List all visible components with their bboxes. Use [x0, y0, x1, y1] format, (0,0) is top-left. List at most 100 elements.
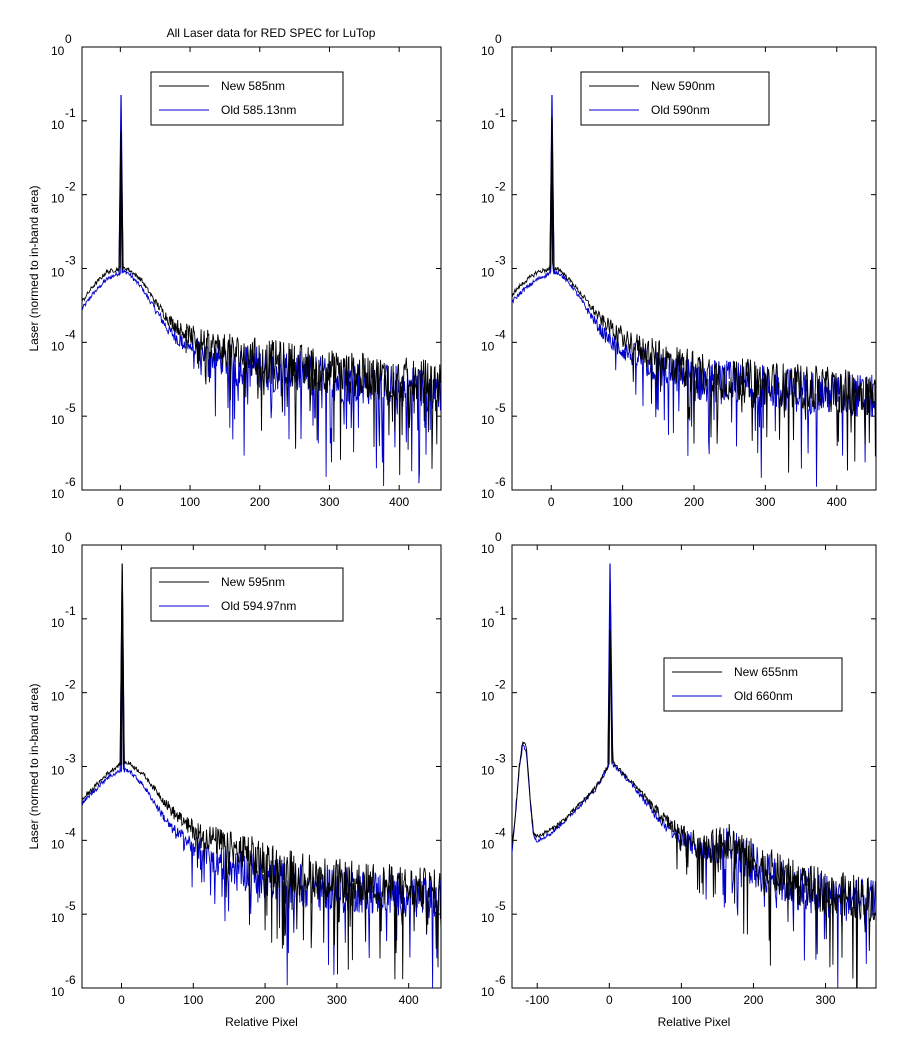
y-axis-label: Laser (normed to in-band area): [27, 683, 41, 849]
legend-label: New 585nm: [221, 79, 285, 93]
y-tick-label-base: 10: [51, 266, 65, 280]
legend-label: Old 585.13nm: [221, 103, 296, 117]
y-tick-label-exponent: -4: [495, 825, 506, 839]
y-tick-label-base: 10: [51, 192, 65, 206]
x-tick-label: 200: [250, 495, 270, 509]
y-tick-label-base: 10: [51, 118, 65, 132]
x-tick-label: 200: [743, 993, 763, 1007]
x-tick-label: 100: [671, 993, 691, 1007]
y-tick-label-exponent: -4: [495, 327, 506, 341]
y-tick-label-base: 10: [51, 413, 65, 427]
y-tick-label-base: 10: [51, 690, 65, 704]
series-line-new: [512, 130, 876, 473]
x-axis-label: Relative Pixel: [225, 1015, 298, 1029]
legend-box: [580, 71, 770, 126]
figure-title: All Laser data for RED SPEC for LuTop: [167, 26, 376, 40]
y-tick-label-exponent: 0: [495, 530, 502, 544]
y-tick-label-base: 10: [481, 487, 495, 501]
series-line-old: [512, 111, 876, 487]
series-peak-new: [119, 563, 125, 763]
y-tick-label-exponent: -5: [65, 899, 76, 913]
x-tick-label: 300: [755, 495, 775, 509]
x-tick-label: 0: [548, 495, 555, 509]
y-tick-label-exponent: -3: [495, 752, 506, 766]
series-line-new: [512, 643, 876, 988]
y-tick-label-base: 10: [51, 487, 65, 501]
series-line-new: [82, 594, 441, 980]
y-tick-label-exponent: -1: [495, 106, 506, 120]
y-tick-label-base: 10: [481, 764, 495, 778]
legend-box: [150, 567, 344, 622]
x-tick-label: 300: [327, 993, 347, 1007]
x-tick-label: 400: [827, 495, 847, 509]
y-tick-label-base: 10: [481, 616, 495, 630]
y-tick-label-exponent: 0: [495, 32, 502, 46]
x-tick-label: 100: [613, 495, 633, 509]
series-peak-new: [118, 131, 124, 269]
y-tick-label-exponent: -2: [65, 180, 76, 194]
x-tick-label: 0: [118, 993, 125, 1007]
x-tick-label: 0: [117, 495, 124, 509]
y-tick-label-exponent: -3: [65, 254, 76, 268]
y-tick-label-exponent: -6: [495, 973, 506, 987]
y-tick-label-exponent: -5: [495, 899, 506, 913]
y-tick-label-base: 10: [481, 413, 495, 427]
y-tick-label-exponent: -6: [65, 973, 76, 987]
legend-label: New 590nm: [651, 79, 715, 93]
y-tick-label-exponent: -5: [495, 401, 506, 415]
y-tick-label-exponent: 0: [65, 530, 72, 544]
y-tick-label-exponent: -1: [495, 604, 506, 618]
x-tick-label: 100: [183, 993, 203, 1007]
y-tick-label-base: 10: [481, 118, 495, 132]
y-tick-label-exponent: -3: [65, 752, 76, 766]
y-tick-label-base: 10: [51, 764, 65, 778]
x-tick-label: 200: [684, 495, 704, 509]
y-tick-label-base: 10: [481, 837, 495, 851]
y-tick-label-base: 10: [481, 266, 495, 280]
y-tick-label-exponent: -6: [495, 475, 506, 489]
legend-box: [150, 71, 344, 126]
y-tick-label-base: 10: [481, 690, 495, 704]
y-tick-label-exponent: -5: [65, 401, 76, 415]
y-tick-label-exponent: -6: [65, 475, 76, 489]
x-tick-label: 400: [399, 993, 419, 1007]
y-tick-label-base: 10: [51, 837, 65, 851]
y-axis-label: Laser (normed to in-band area): [27, 185, 41, 351]
y-tick-label-base: 10: [481, 985, 495, 999]
y-tick-label-base: 10: [481, 542, 495, 556]
series-peak-new: [549, 117, 555, 269]
legend-label: Old 590nm: [651, 103, 710, 117]
x-axis-label: Relative Pixel: [658, 1015, 731, 1029]
y-tick-label-exponent: -2: [65, 678, 76, 692]
plot-frame: [511, 544, 877, 989]
legend-label: New 595nm: [221, 575, 285, 589]
series-line-new: [82, 159, 441, 476]
y-tick-label-exponent: -1: [65, 106, 76, 120]
legend-box: [663, 657, 843, 712]
y-tick-label-exponent: -2: [495, 180, 506, 194]
y-tick-label-exponent: -2: [495, 678, 506, 692]
y-tick-label-exponent: 0: [65, 32, 72, 46]
y-tick-label-base: 10: [481, 911, 495, 925]
y-tick-label-base: 10: [481, 339, 495, 353]
y-tick-label-base: 10: [51, 44, 65, 58]
y-tick-label-base: 10: [51, 911, 65, 925]
y-tick-label-base: 10: [51, 616, 65, 630]
y-tick-label-base: 10: [51, 542, 65, 556]
x-tick-label: 300: [816, 993, 836, 1007]
series-peak-new: [607, 629, 613, 763]
y-tick-label-exponent: -4: [65, 825, 76, 839]
x-tick-label: 200: [255, 993, 275, 1007]
x-tick-label: -100: [525, 993, 549, 1007]
y-tick-label-exponent: -4: [65, 327, 76, 341]
x-tick-label: 0: [606, 993, 613, 1007]
y-tick-label-base: 10: [51, 339, 65, 353]
y-tick-label-exponent: -3: [495, 254, 506, 268]
x-tick-label: 400: [389, 495, 409, 509]
y-tick-label-exponent: -1: [65, 604, 76, 618]
y-tick-label-base: 10: [481, 44, 495, 58]
